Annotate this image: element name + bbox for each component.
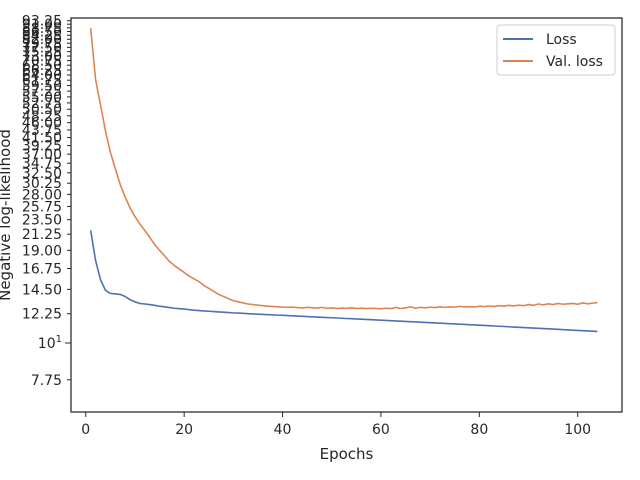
x-axis-label: Epochs — [320, 445, 374, 463]
y-tick-label: 57.25 — [22, 84, 62, 100]
x-tick-label: 0 — [81, 422, 90, 438]
y-tick-label: 28.00 — [22, 187, 62, 203]
y-tick-label: 21.25 — [22, 227, 62, 243]
y-tick-label: 86.50 — [22, 25, 62, 41]
x-axis-ticks: 0 20 40 60 80 100 — [81, 412, 591, 438]
y-tick-label: 68.50 — [22, 58, 62, 74]
series-line-loss — [89, 230, 598, 333]
y-tick-label: 14.50 — [22, 282, 62, 298]
y-tick-label: 37.00 — [22, 147, 62, 163]
x-tick-label: 60 — [372, 422, 390, 438]
y-tick-label: 79.75 — [22, 36, 62, 52]
y-tick-label: 39.25 — [22, 139, 62, 155]
y-tick-label: 34.75 — [22, 156, 62, 172]
y-tick-label: 7.75 — [31, 373, 62, 389]
y-tick-label: 25.75 — [22, 199, 62, 215]
y-tick-label: 101 — [38, 334, 62, 352]
x-tick-label: 40 — [274, 422, 292, 438]
x-tick-label: 100 — [564, 422, 591, 438]
y-tick-label: 19.00 — [22, 243, 62, 259]
y-tick-label: 46.00 — [22, 116, 62, 132]
y-tick-label: 23.50 — [22, 213, 62, 229]
series-line-val-loss — [89, 28, 598, 310]
y-tick-label: 32.50 — [22, 166, 62, 182]
y-tick-label: 66.25 — [22, 63, 62, 79]
legend-entry-val-loss: Val. loss — [546, 54, 603, 70]
y-axis-ticks: 7.75 101 12.25 14.50 16.75 19.0021.2523.5025.… — [22, 14, 71, 389]
y-tick-label: 50.50 — [22, 102, 62, 118]
y-tick-label: 82.00 — [22, 32, 62, 48]
y-tick-label: 59.50 — [22, 79, 62, 95]
y-tick-label: 16.75 — [22, 262, 62, 278]
legend: Loss Val. loss — [496, 24, 616, 76]
y-tick-label: 64.00 — [22, 68, 62, 84]
series-lines — [89, 28, 598, 333]
y-tick-label: 52.75 — [22, 96, 62, 112]
y-tick-label: 93.25 — [22, 14, 62, 30]
x-tick-label: 80 — [470, 422, 488, 438]
legend-entry-loss: Loss — [546, 32, 577, 48]
y-tick-label: 77.50 — [22, 40, 62, 56]
y-tick-label: 43.75 — [22, 123, 62, 139]
y-tick-label: 55.00 — [22, 90, 62, 106]
y-tick-label: 75.25 — [22, 45, 62, 61]
y-tick-label: 12.25 — [22, 307, 62, 323]
y-tick-label: 41.50 — [22, 131, 62, 147]
y-tick-label: 84.25 — [22, 28, 62, 44]
x-tick-label: 20 — [175, 422, 193, 438]
y-tick-label: 88.75 — [22, 21, 62, 37]
y-tick-label: 30.25 — [22, 176, 62, 192]
y-tick-label: 48.25 — [22, 109, 62, 125]
y-tick-label: 91.00 — [22, 17, 62, 33]
y-tick-label: 70.75 — [22, 54, 62, 70]
axes-frame — [70, 17, 623, 413]
y-tick-label: 73.00 — [22, 49, 62, 65]
y-tick-label: 61.75 — [22, 73, 62, 89]
legend-box — [496, 24, 616, 76]
y-axis-label: Negative log-likelihood — [0, 129, 14, 301]
